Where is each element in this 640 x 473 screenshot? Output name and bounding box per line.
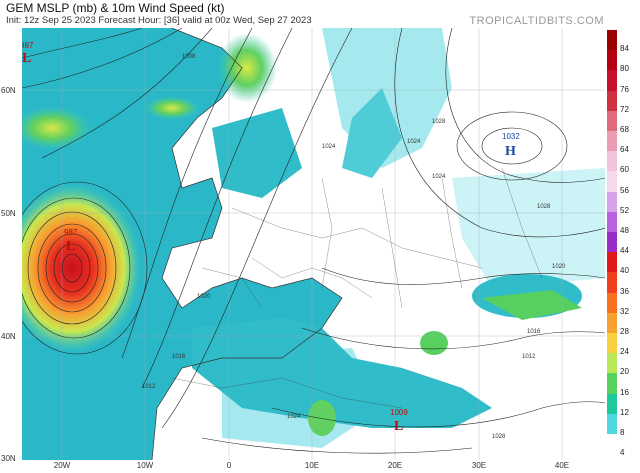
colorbar-tick-label: 76 — [620, 84, 629, 94]
low-pressure-center-northwest: 987 L — [22, 41, 34, 66]
colorbar-swatch — [607, 434, 617, 455]
low-pressure-symbol: L — [22, 51, 31, 66]
forecast-info: Init: 12z Sep 25 2023 Forecast Hour: [36… — [6, 15, 312, 26]
colorbar-tick-label: 84 — [620, 44, 629, 54]
lon-label-30e: 30E — [471, 461, 487, 470]
lon-label-40e: 40E — [554, 461, 570, 470]
isobar-label: 1012 — [522, 354, 536, 360]
isobar-label: 1020 — [552, 264, 566, 270]
isobar-label: 1024 — [407, 139, 421, 145]
pressure-value: 1009 — [390, 408, 408, 417]
isobar-label: 1020 — [197, 294, 211, 300]
lon-label-20e: 20E — [387, 461, 403, 470]
isobar-label: 1028 — [432, 119, 446, 125]
low-pressure-center-storm: 987 L — [64, 228, 78, 254]
colorbar-swatch — [607, 272, 617, 293]
colorbar-tick-label: 16 — [620, 387, 629, 397]
isobar-label: 1012 — [142, 384, 156, 390]
lon-label-10w: 10W — [136, 461, 154, 470]
colorbar-tick-label: 28 — [620, 327, 629, 336]
colorbar-swatch — [607, 333, 617, 354]
colorbar-tick-label: 80 — [620, 64, 629, 74]
colorbar-swatch — [607, 373, 617, 394]
isobar-label: 1024 — [287, 414, 301, 420]
colorbar-tick-label: 20 — [620, 367, 629, 377]
lon-label-0: 0 — [226, 461, 232, 470]
colorbar-swatch — [607, 70, 617, 91]
colorbar-tick-label: 36 — [620, 286, 629, 296]
colorbar-swatch — [607, 312, 617, 333]
colorbar-swatch — [607, 292, 617, 313]
lon-label-20w: 20W — [53, 461, 71, 470]
isobar-label: 1028 — [537, 204, 551, 210]
colorbar-tick-label: 12 — [620, 407, 629, 417]
colorbar-swatch — [607, 232, 617, 253]
isobar-label: 1008 — [182, 54, 196, 60]
low-pressure-center-mediterranean: 1009 L — [390, 408, 408, 434]
colorbar-tick-label: 44 — [620, 246, 629, 256]
colorbar-tick-label: 48 — [620, 226, 629, 235]
high-pressure-symbol: H — [505, 144, 516, 159]
isobar-label: 1016 — [172, 354, 186, 360]
low-pressure-symbol: L — [394, 419, 403, 434]
isobar-label: 1016 — [527, 329, 541, 335]
isobar-label: 1024 — [322, 144, 336, 150]
lat-label-40n: 40N — [1, 332, 16, 341]
colorbar-tick-label: 60 — [620, 165, 629, 175]
pressure-value: 1032 — [502, 132, 520, 141]
colorbar-swatch — [607, 90, 617, 111]
header: GEM MSLP (mb) & 10m Wind Speed (kt) Init… — [0, 0, 640, 28]
lat-label-60n: 60N — [1, 86, 16, 95]
lat-label-30n: 30N — [1, 454, 16, 463]
colorbar-swatch — [607, 110, 617, 131]
site-watermark: TROPICALTIDBITS.COM — [469, 15, 604, 27]
longitude-axis: 20W 10W 0 10E 20E 30E 40E — [22, 460, 605, 473]
pressure-value: 987 — [64, 228, 78, 237]
colorbar-tick-label: 32 — [620, 306, 629, 316]
map-title: GEM MSLP (mb) & 10m Wind Speed (kt) — [6, 1, 225, 15]
colorbar-swatch — [607, 353, 617, 374]
isobar-label: 1028 — [492, 434, 506, 440]
forecast-map: 1008 1024 1028 1024 1020 1016 1012 1020 1024 1028… — [22, 28, 605, 460]
lon-label-10e: 10E — [304, 461, 320, 470]
colorbar-tick-label: 24 — [620, 347, 629, 357]
colorbar-swatch — [607, 413, 617, 434]
colorbar-swatch — [607, 191, 617, 212]
high-pressure-center: 1032 H — [502, 132, 520, 159]
colorbar-swatch — [607, 50, 617, 71]
wind-speed-colorbar: 84 80 76 72 68 64 60 56 52 48 44 40 36 32 28 24 20 16 12 8 4 — [605, 28, 640, 473]
pressure-value: 987 — [22, 41, 34, 50]
colorbar-tick-label: 72 — [620, 104, 629, 114]
colorbar-tick-label: 40 — [620, 266, 629, 276]
colorbar-swatch — [607, 131, 617, 152]
colorbar-swatch — [607, 171, 617, 192]
colorbar-tick-label: 4 — [620, 448, 625, 458]
colorbar-tick-label: 64 — [620, 145, 629, 155]
colorbar-swatch — [607, 211, 617, 232]
colorbar-swatch — [607, 151, 617, 172]
colorbar-tick-label: 52 — [620, 205, 629, 215]
colorbar-tick-label: 8 — [620, 428, 625, 437]
colorbar-tick-label: 68 — [620, 125, 629, 134]
colorbar-swatch — [607, 30, 617, 51]
colorbar-swatch — [607, 252, 617, 273]
colorbar-tick-label: 56 — [620, 185, 629, 195]
low-pressure-symbol: L — [66, 239, 75, 254]
lat-label-50n: 50N — [1, 209, 16, 218]
colorbar-swatch — [607, 393, 617, 414]
isobar-label: 1024 — [432, 174, 446, 180]
latitude-axis: 60N 50N 40N 30N — [0, 28, 22, 463]
